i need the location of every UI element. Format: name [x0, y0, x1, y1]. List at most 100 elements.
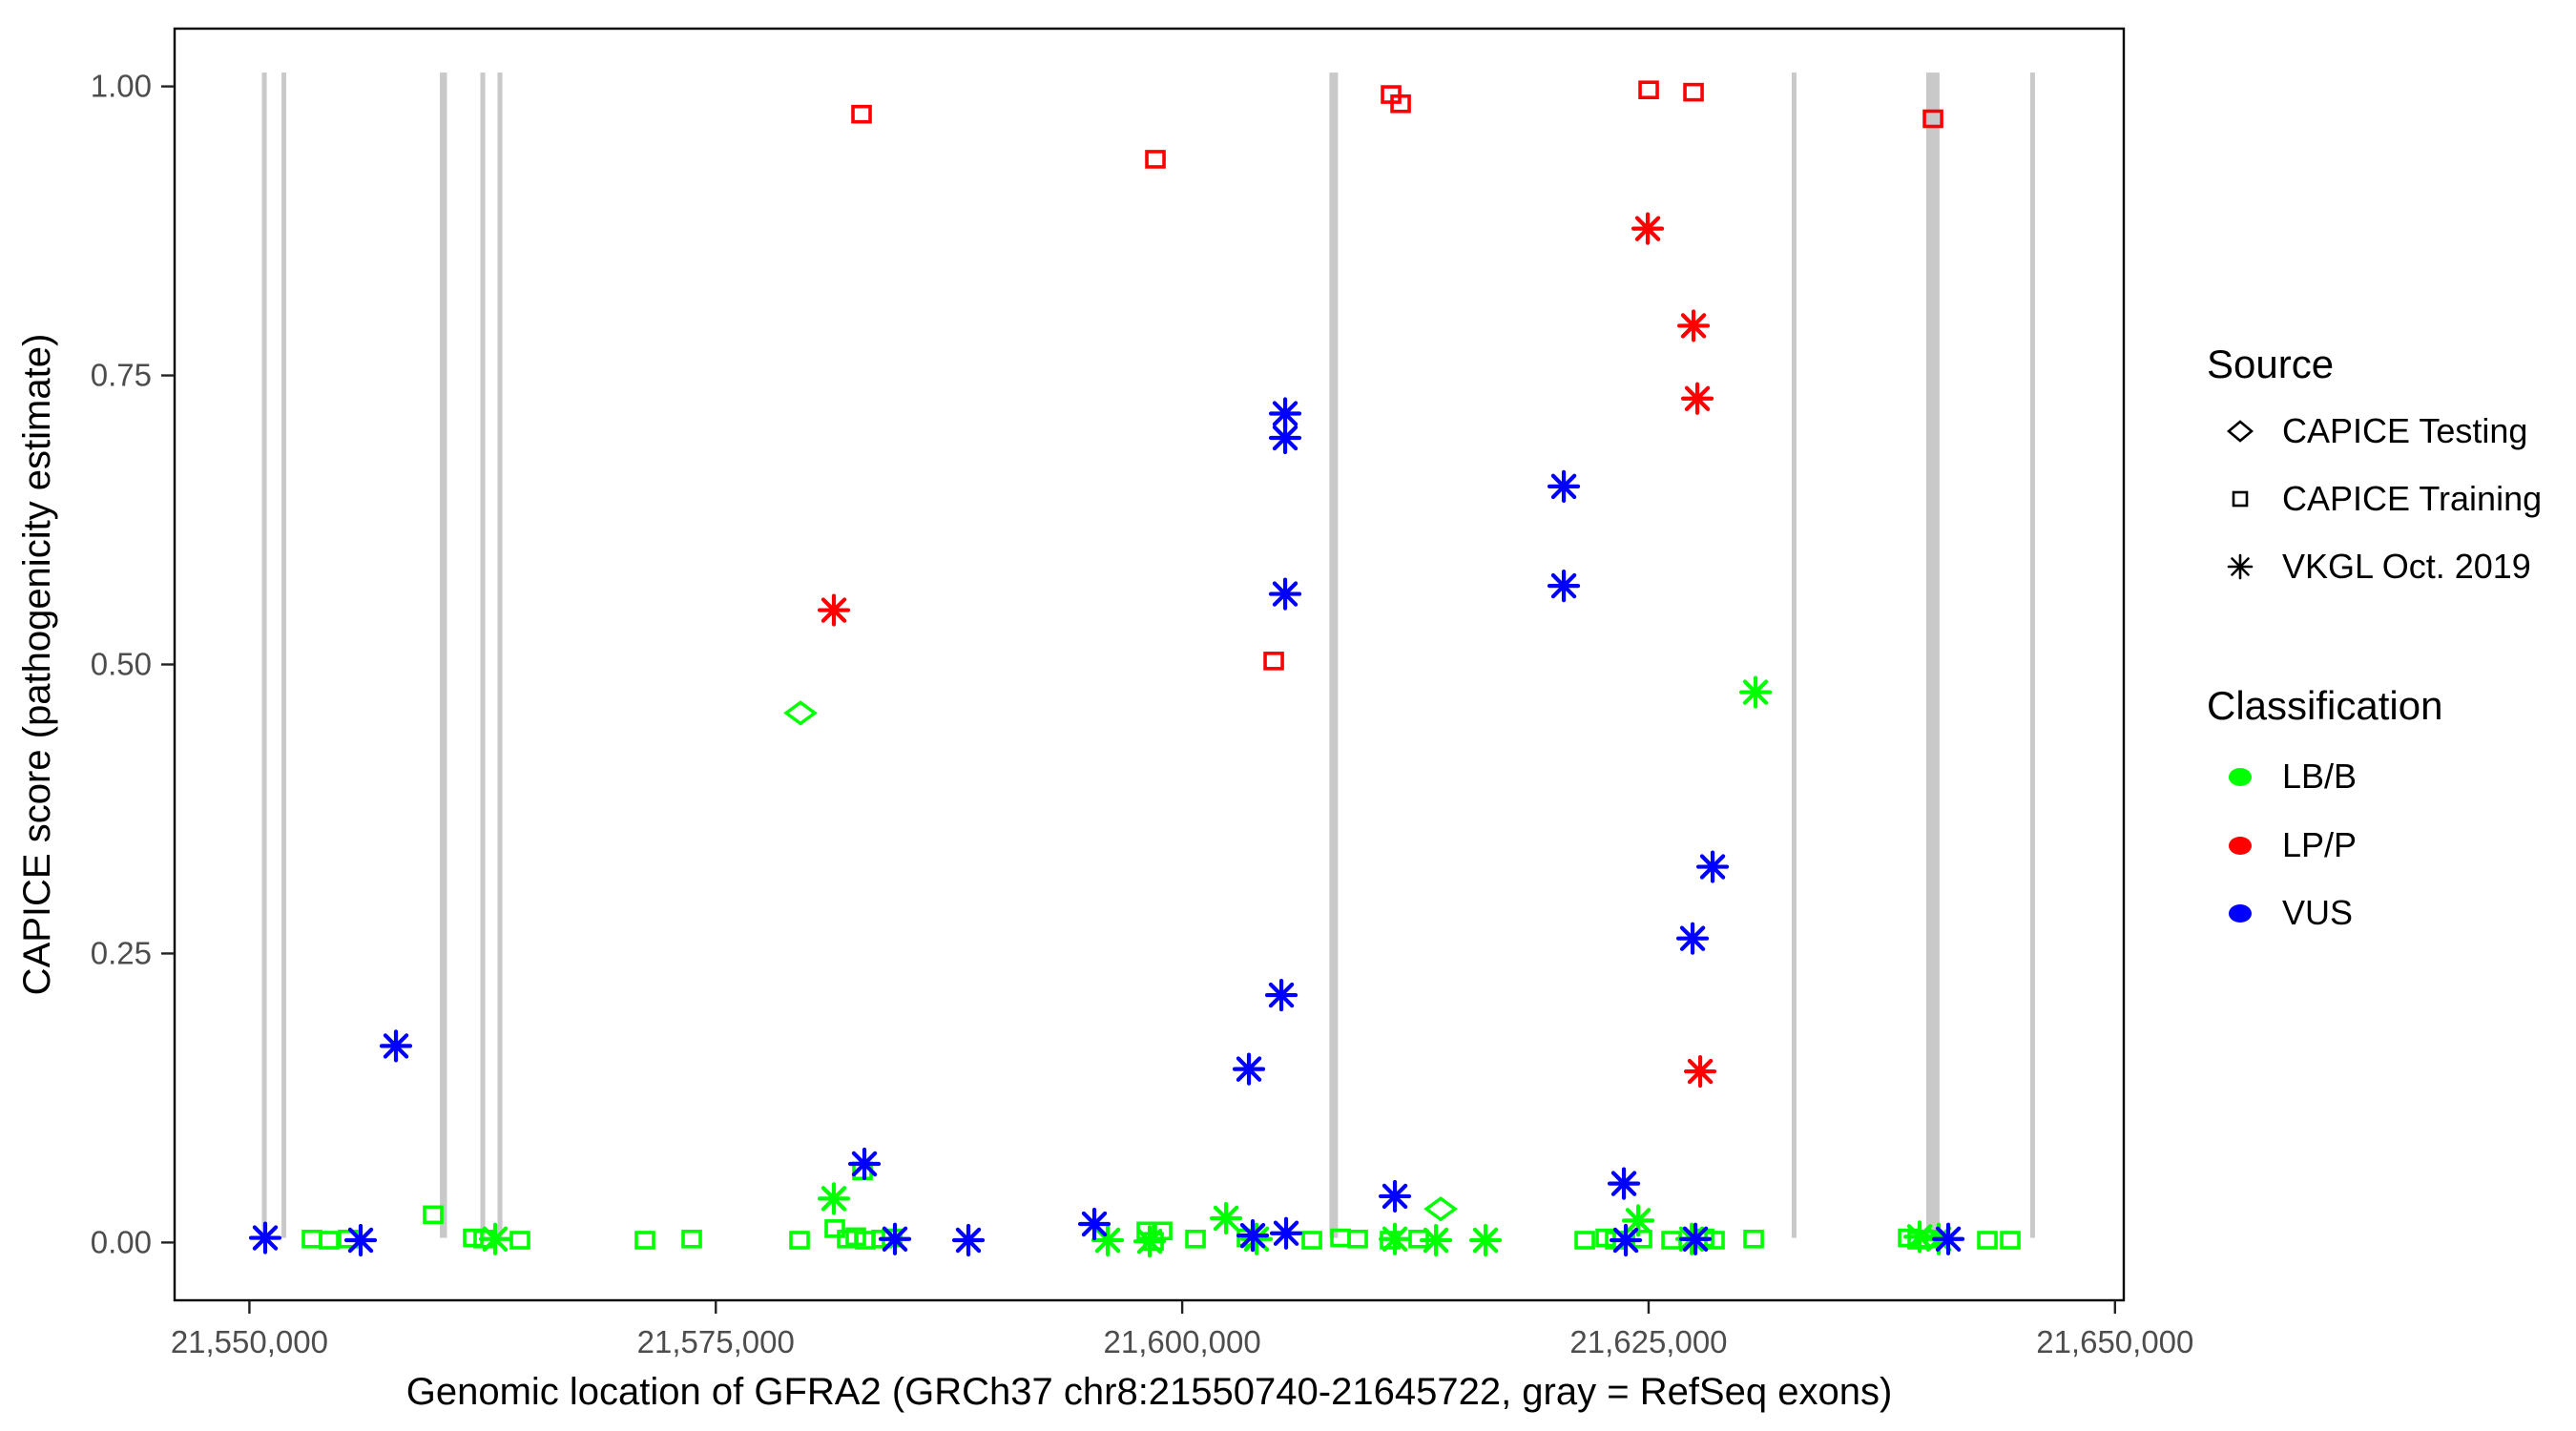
vus-dot-icon: [2219, 896, 2261, 930]
data-point-asterisk: [1378, 1222, 1412, 1255]
data-point-square: [1301, 1231, 1322, 1250]
exon-bar: [497, 73, 503, 1238]
asterisk-icon: [2219, 550, 2261, 584]
exon-bar: [1329, 73, 1339, 1238]
data-point-square: [1347, 1229, 1368, 1249]
exon-bar: [480, 73, 486, 1238]
data-point-asterisk: [1631, 212, 1665, 245]
y-tick-label: 1.00: [91, 69, 152, 104]
data-point-square: [423, 1205, 444, 1225]
y-axis-title: CAPICE score (pathogenicity estimate): [16, 334, 58, 996]
data-point-square: [851, 104, 872, 124]
data-point-asterisk: [1678, 1222, 1713, 1255]
data-point-asterisk: [1683, 1054, 1717, 1089]
exon-bar: [281, 73, 287, 1238]
data-point-asterisk: [1675, 922, 1710, 955]
data-point-square: [1145, 150, 1166, 169]
legend-item-vkgl: VKGL Oct. 2019: [2219, 540, 2531, 593]
lbb-dot-icon: [2219, 759, 2261, 794]
data-point-asterisk: [379, 1029, 413, 1063]
exon-bar: [1791, 73, 1797, 1238]
data-point-asterisk: [1676, 309, 1711, 342]
exon-bar: [1925, 73, 1940, 1238]
diamond-icon: [2219, 414, 2261, 448]
legend-item-label: LB/B: [2282, 757, 2358, 796]
data-point-asterisk: [817, 1182, 851, 1215]
data-point-asterisk: [1468, 1223, 1503, 1257]
data-point-asterisk: [478, 1222, 512, 1255]
data-point-asterisk: [343, 1223, 378, 1257]
data-point-square: [1683, 82, 1704, 102]
data-point-square: [1922, 109, 1943, 129]
legend-item-label: LP/P: [2282, 825, 2358, 864]
data-point-asterisk: [1547, 469, 1581, 503]
data-point-asterisk: [1621, 1204, 1655, 1237]
data-point-asterisk: [1077, 1207, 1111, 1241]
legend-source-title: Source: [2207, 342, 2335, 386]
data-point-asterisk: [847, 1147, 882, 1181]
data-point-asterisk: [1547, 569, 1581, 603]
y-tick-label: 0.25: [91, 935, 152, 970]
data-point-square: [509, 1231, 530, 1250]
legend-item-capice-testing: CAPICE Testing: [2219, 404, 2527, 458]
legend-item-lpp: LP/P: [2219, 819, 2357, 872]
data-point-asterisk: [248, 1221, 282, 1255]
legend-item-capice-training: CAPICE Training: [2219, 472, 2542, 526]
data-point-square: [1263, 652, 1284, 671]
data-point-square: [1977, 1231, 1998, 1250]
legend-item-label: CAPICE Testing: [2282, 411, 2528, 450]
data-point-asterisk: [1236, 1219, 1270, 1253]
data-point-asterisk: [1269, 1216, 1303, 1250]
data-point-asterisk: [1209, 1201, 1243, 1235]
data-point-asterisk: [1931, 1222, 1965, 1255]
data-point-square: [1743, 1229, 1764, 1249]
data-point-square: [1638, 80, 1659, 100]
data-point-square: [1185, 1229, 1206, 1249]
panel-border: [173, 27, 2126, 1302]
data-point-diamond: [783, 700, 818, 726]
x-tick-label: 21,600,000: [1104, 1324, 1261, 1359]
data-point-asterisk: [1132, 1225, 1167, 1258]
data-point-asterisk: [1378, 1179, 1412, 1213]
data-point-asterisk: [1268, 421, 1302, 455]
y-tick-label: 0.50: [91, 647, 152, 682]
exon-bar: [261, 73, 267, 1238]
x-tick-label: 21,650,000: [2036, 1324, 2193, 1359]
square-icon: [2219, 482, 2261, 516]
data-point-asterisk: [1609, 1223, 1643, 1257]
data-point-diamond: [1423, 1196, 1458, 1222]
data-point-square: [824, 1219, 845, 1238]
legend-classification-title: Classification: [2207, 683, 2443, 728]
lpp-dot-icon: [2219, 828, 2261, 862]
data-point-square: [634, 1231, 655, 1250]
data-point-asterisk: [1232, 1052, 1266, 1086]
data-point-asterisk: [1738, 675, 1773, 709]
data-point-asterisk: [1695, 850, 1730, 883]
data-point-asterisk: [951, 1223, 986, 1257]
x-tick-label: 21,625,000: [1569, 1324, 1727, 1359]
data-point-square: [2000, 1231, 2021, 1250]
x-axis-title: Genomic location of GFRA2 (GRCh37 chr8:2…: [406, 1371, 1893, 1413]
data-point-asterisk: [1607, 1167, 1641, 1200]
data-point-asterisk: [1268, 577, 1302, 611]
legend-item-vus: VUS: [2219, 886, 2353, 940]
legend-item-label: VKGL Oct. 2019: [2282, 547, 2531, 586]
y-tick-label: 0.00: [91, 1224, 152, 1259]
data-point-asterisk: [1264, 978, 1298, 1012]
legend-item-label: CAPICE Training: [2282, 479, 2543, 518]
data-point-square: [1390, 93, 1411, 114]
data-point-asterisk: [1419, 1223, 1453, 1257]
legend-item-label: VUS: [2282, 893, 2354, 932]
data-point-square: [301, 1229, 322, 1249]
exon-bar: [2029, 73, 2035, 1238]
data-point-square: [681, 1229, 702, 1249]
data-point-asterisk: [1680, 382, 1714, 415]
data-point-asterisk: [817, 593, 851, 627]
data-point-asterisk: [878, 1222, 912, 1255]
x-tick-label: 21,575,000: [637, 1324, 795, 1359]
data-point-square: [789, 1231, 810, 1250]
x-tick-label: 21,550,000: [171, 1324, 328, 1359]
exon-bar: [440, 73, 447, 1238]
